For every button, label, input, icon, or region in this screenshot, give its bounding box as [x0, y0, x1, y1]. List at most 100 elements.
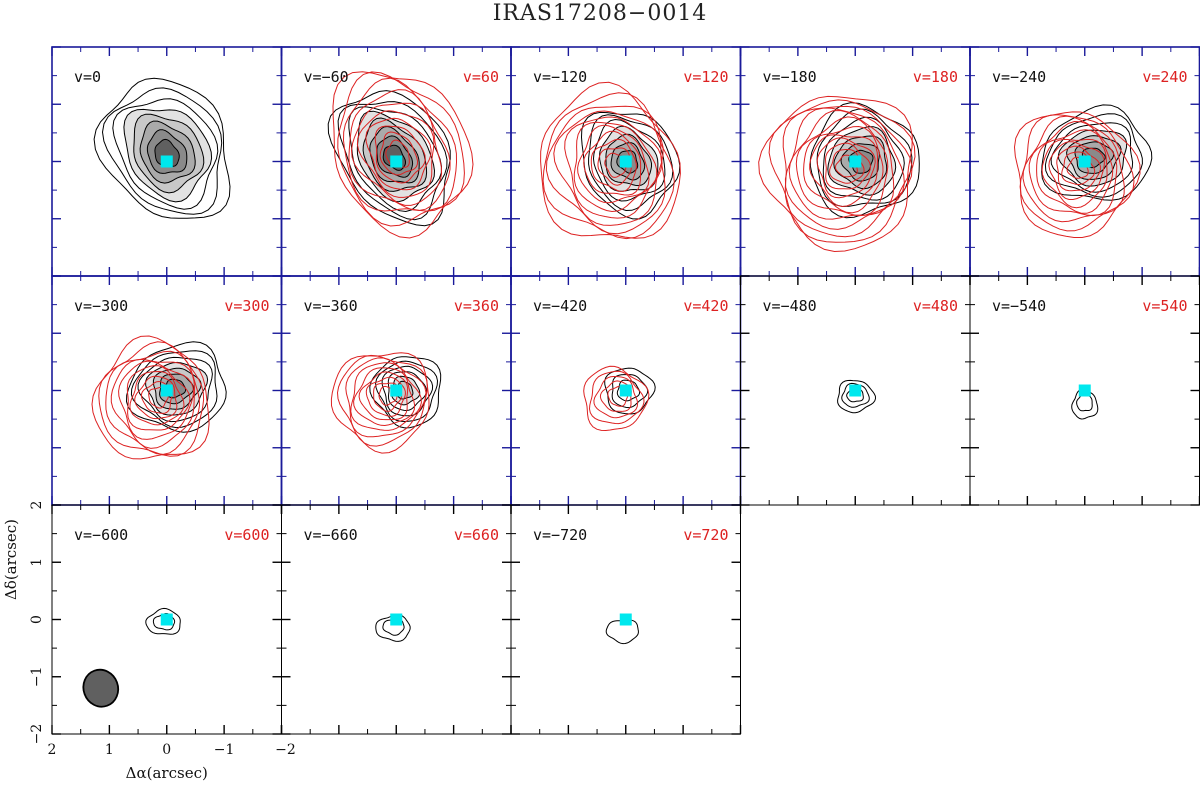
red-contour: [1022, 115, 1125, 223]
red-contour: [353, 367, 416, 427]
red-contour: [350, 102, 443, 206]
red-contour: [385, 139, 410, 168]
nucleus-marker: [1078, 155, 1091, 168]
blue-contour: [375, 614, 411, 642]
red-contour: [379, 131, 419, 176]
blue-velocity-label: v=−120: [533, 68, 587, 86]
y-tick-label: 0: [29, 615, 45, 624]
channel-panel: v=−600 v=600: [51, 504, 283, 735]
blue-contour: [592, 118, 666, 202]
red-velocity-label: v=600: [224, 526, 269, 544]
channel-panel: v=−480 v=480: [739, 275, 971, 506]
blue-contour: [611, 374, 649, 409]
y-tick-label: 1: [29, 558, 45, 567]
red-contour: [91, 335, 210, 460]
x-tick-label: −2: [275, 742, 296, 758]
x-axis-title: Δα(arcsec): [126, 764, 208, 782]
red-contour: [588, 370, 645, 425]
red-contour: [768, 99, 916, 243]
channel-panel: v=−720 v=720: [510, 504, 742, 735]
red-contour: [358, 371, 409, 421]
beam-ellipse: [82, 668, 120, 708]
channel-panel: v=−240 v=240: [969, 46, 1200, 277]
blue-contour: [112, 98, 219, 210]
red-contour: [540, 81, 681, 239]
blue-contour: [822, 116, 905, 201]
nucleus-marker: [1078, 384, 1091, 397]
red-contour: [1061, 151, 1096, 185]
red-contour: [597, 147, 632, 186]
red-velocity-label: v=180: [913, 68, 958, 86]
nucleus-marker: [160, 613, 173, 626]
nucleus-marker: [390, 155, 403, 168]
y-axis-title: Δδ(arcsec): [2, 519, 20, 600]
red-contour: [134, 375, 178, 420]
x-tick-label: 1: [105, 742, 114, 758]
red-contour: [788, 109, 895, 220]
blue-contour: [1044, 113, 1143, 198]
blue-velocity-label: v=−720: [533, 526, 587, 544]
red-contour: [365, 117, 432, 191]
blue-contour: [125, 341, 227, 433]
nucleus-marker: [619, 155, 632, 168]
red-contour: [564, 116, 663, 219]
red-contour: [583, 130, 642, 196]
blue-contour: [369, 356, 442, 429]
blue-contour: [837, 379, 877, 414]
red-velocity-label: v=120: [683, 68, 728, 86]
x-tick-label: 0: [162, 742, 171, 758]
nucleus-marker: [390, 384, 403, 397]
red-contour: [758, 95, 913, 253]
red-contour: [356, 110, 435, 198]
red-contour: [1048, 141, 1105, 200]
red-contour: [105, 350, 201, 455]
red-velocity-label: v=660: [454, 526, 499, 544]
red-contour: [590, 138, 637, 192]
blue-contour: [145, 607, 181, 635]
blue-velocity-label: v=−420: [533, 297, 587, 315]
chart-title: IRAS17208−0014: [492, 1, 708, 26]
nucleus-marker: [849, 384, 862, 397]
nucleus-marker: [390, 613, 403, 626]
red-contour: [336, 354, 428, 447]
red-contour: [365, 376, 406, 417]
blue-velocity-label: v=−540: [992, 297, 1046, 315]
blue-velocity-label: v=−480: [763, 297, 817, 315]
red-contour: [816, 137, 876, 199]
blue-velocity-label: v=0: [74, 68, 101, 86]
blue-contour: [348, 106, 443, 213]
blue-contour: [375, 360, 439, 423]
red-velocity-label: v=360: [454, 297, 499, 315]
red-velocity-label: v=540: [1142, 297, 1187, 315]
y-tick-label: 2: [29, 501, 45, 510]
red-contour: [1036, 129, 1114, 214]
channel-panel: v=0: [51, 46, 283, 277]
channel-panel: v=−180 v=180: [739, 46, 971, 277]
red-contour: [803, 125, 884, 214]
channel-panel: v=−420 v=420: [510, 275, 742, 506]
red-contour: [374, 125, 426, 184]
x-tick-label: 2: [48, 742, 57, 758]
red-velocity-label: v=720: [683, 526, 728, 544]
red-contour: [330, 352, 430, 454]
channel-panel: v=−660 v=660: [280, 504, 512, 735]
channel-panel: v=−540 v=540: [969, 275, 1200, 506]
nucleus-marker: [160, 155, 173, 168]
red-contour: [118, 360, 195, 440]
blue-velocity-label: v=−60: [304, 68, 349, 86]
red-contour: [348, 89, 451, 212]
y-tick-label: −1: [29, 666, 45, 687]
channel-panel: v=−120 v=120: [510, 46, 742, 277]
red-contour: [829, 149, 865, 184]
blue-contour: [1071, 389, 1099, 420]
red-contour: [577, 124, 650, 204]
red-velocity-label: v=300: [224, 297, 269, 315]
red-contour: [583, 365, 650, 432]
red-contour: [599, 380, 632, 412]
channel-panel: v=−360 v=360: [280, 275, 512, 506]
red-contour: [350, 362, 422, 431]
red-contour: [553, 110, 664, 226]
channel-panel: v=−300 v=300: [51, 275, 283, 506]
nucleus-marker: [849, 155, 862, 168]
